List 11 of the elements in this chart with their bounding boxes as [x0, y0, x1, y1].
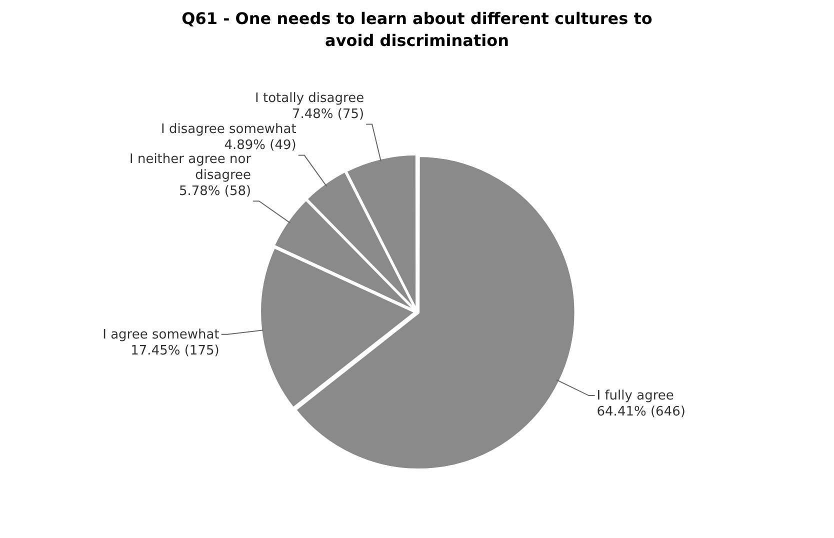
slice-label: I disagree somewhat	[161, 122, 296, 138]
data-label: 7.48% (75)	[292, 107, 364, 122]
data-label: 5.78% (58)	[178, 184, 252, 199]
slice-label: I fully agree	[596, 388, 674, 404]
slice-label: I totally disagree	[255, 91, 364, 106]
chart-title: Q61 - One needs to learn about different cultures to avoid discrimination	[180, 8, 654, 52]
data-label: 17.45% (175)	[130, 343, 220, 358]
data-label: 64.41% (646)	[596, 404, 686, 420]
slice-label: I neither agree nor disagree	[129, 152, 252, 183]
slice-label: I agree somewhat	[102, 327, 220, 342]
data-label: 4.89% (49)	[224, 138, 296, 154]
